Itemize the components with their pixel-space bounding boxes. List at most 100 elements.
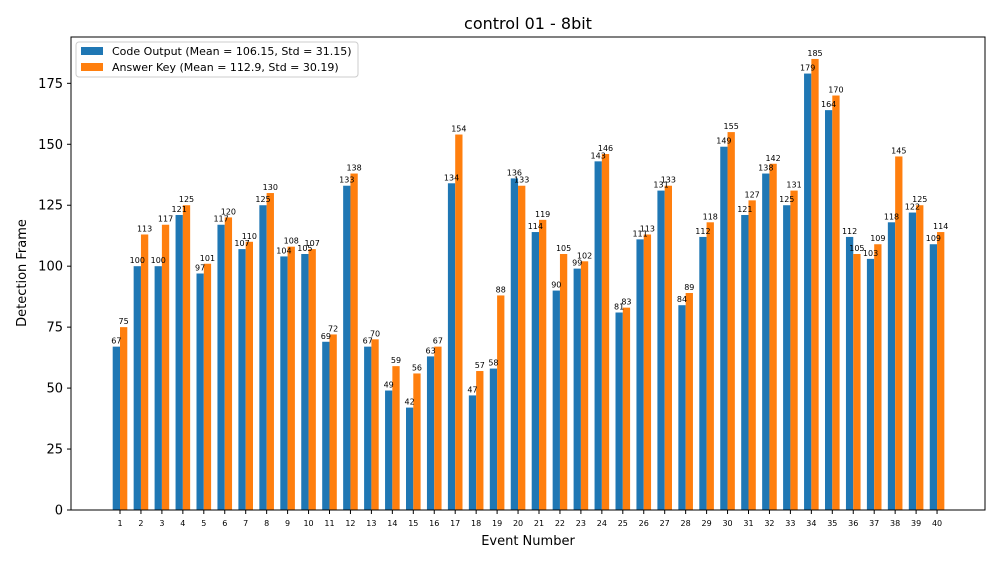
bar-code-output-8 (259, 205, 267, 511)
bar-value-label: 130 (263, 183, 278, 192)
x-tick-label: 1 (117, 519, 122, 528)
bar-answer-key-15 (413, 373, 421, 510)
bar-value-label: 120 (221, 207, 236, 216)
bar-value-label: 170 (828, 86, 843, 95)
x-tick-label: 15 (408, 519, 418, 528)
bar-value-label: 89 (684, 283, 694, 292)
bar-value-label: 134 (444, 173, 459, 182)
bar-value-label: 133 (514, 176, 529, 185)
bar-value-label: 83 (621, 298, 631, 307)
bar-value-label: 42 (405, 398, 415, 407)
bar-value-label: 154 (451, 125, 466, 134)
bar-value-label: 105 (849, 244, 864, 253)
bar-value-label: 107 (234, 239, 249, 248)
bar-value-label: 101 (200, 254, 215, 263)
x-tick-label: 30 (722, 519, 732, 528)
x-tick-label: 27 (660, 519, 670, 528)
x-tick-label: 31 (743, 519, 753, 528)
x-tick-label: 16 (429, 519, 439, 528)
bar-code-output-3 (154, 266, 162, 510)
legend-frame (75, 41, 359, 78)
bar-answer-key-39 (916, 205, 924, 511)
y-tick-label: 50 (46, 382, 63, 397)
bar-value-label: 56 (412, 363, 422, 372)
bar-value-label: 118 (884, 212, 899, 221)
bar-answer-key-36 (853, 253, 861, 511)
x-tick-label: 12 (345, 519, 355, 528)
bar-answer-key-18 (476, 371, 484, 510)
bar-code-output-7 (238, 249, 246, 510)
y-tick-label: 150 (38, 138, 63, 153)
bar-value-label: 49 (384, 381, 394, 390)
bar-code-output-19 (489, 368, 498, 510)
bar-value-label: 90 (551, 281, 561, 290)
bar-code-output-20 (510, 178, 519, 510)
bar-value-label: 105 (297, 244, 312, 253)
bar-code-output-16 (426, 356, 435, 510)
x-tick-label: 19 (492, 519, 502, 528)
bar-value-label: 119 (535, 210, 550, 219)
bar-value-label: 149 (716, 137, 731, 146)
x-axis: 1 2 3 4 5 6 7 8 9 10 11 12 13 14 15 16 17 18 19 20 21 22 23 24 2… (117, 510, 942, 528)
bar-answer-key-34 (811, 58, 819, 510)
bar-answer-key-12 (350, 173, 358, 511)
bar-code-output-1 (112, 346, 120, 510)
bar-value-label: 57 (475, 361, 485, 370)
bar-value-label: 58 (488, 359, 498, 368)
bar-value-label: 63 (426, 346, 436, 355)
bar-answer-key-22 (559, 253, 568, 511)
bar-value-label: 114 (933, 222, 948, 231)
bar-value-label: 125 (912, 195, 927, 204)
bar-value-label: 114 (528, 222, 543, 231)
x-tick-label: 24 (597, 519, 607, 528)
x-tick-label: 20 (513, 519, 523, 528)
bar-code-output-28 (678, 305, 686, 510)
bar-answer-key-33 (790, 190, 798, 510)
x-tick-label: 23 (576, 519, 586, 528)
bar-code-output-17 (447, 183, 456, 511)
bar-answer-key-24 (601, 154, 610, 510)
bar-value-label: 67 (433, 337, 443, 346)
y-tick-label: 75 (46, 321, 63, 336)
bar-value-label: 72 (328, 324, 338, 333)
bar-answer-key-38 (895, 156, 903, 510)
x-tick-label: 28 (681, 519, 691, 528)
bar-value-label: 108 (284, 237, 299, 246)
bar-code-output-11 (322, 341, 330, 510)
bar-answer-key-40 (937, 232, 945, 511)
bar-code-output-35 (825, 110, 833, 510)
bar-answer-key-19 (497, 295, 505, 510)
y-axis-label: Detection Frame (15, 219, 30, 327)
bar-value-label: 179 (800, 64, 815, 73)
bar-value-label: 84 (677, 295, 687, 304)
bar-value-label: 67 (111, 337, 121, 346)
bar-code-output-30 (720, 146, 728, 510)
bar-answer-key-8 (266, 193, 274, 511)
bar-answer-key-21 (539, 219, 547, 511)
bar-value-label: 133 (661, 176, 676, 185)
bar-code-output-23 (573, 268, 581, 510)
bar-code-output-14 (385, 390, 393, 510)
x-tick-label: 8 (264, 519, 269, 528)
bar-answer-key-28 (685, 293, 693, 510)
bar-value-label: 111 (632, 229, 647, 238)
bar-value-label: 97 (195, 264, 205, 273)
x-tick-label: 39 (911, 519, 921, 528)
bar-value-label: 100 (130, 256, 145, 265)
x-tick-label: 21 (534, 519, 544, 528)
bar-answer-key-25 (622, 307, 631, 510)
legend-swatch-code-output (81, 47, 103, 55)
bar-answer-key-35 (832, 95, 840, 511)
bar-code-output-39 (908, 212, 917, 511)
bar-code-output-27 (657, 190, 665, 510)
bar-answer-key-23 (580, 261, 589, 510)
x-tick-label: 7 (243, 519, 248, 528)
bar-answer-key-29 (706, 222, 714, 511)
bar-answer-key-17 (455, 134, 463, 510)
bar-answer-key-13 (371, 339, 379, 510)
bar-answer-key-16 (434, 346, 442, 510)
x-axis-label: Event Number (481, 534, 575, 549)
bar-value-label: 136 (507, 168, 522, 177)
bar-code-output-2 (133, 266, 141, 510)
bar-value-label: 142 (765, 154, 780, 163)
